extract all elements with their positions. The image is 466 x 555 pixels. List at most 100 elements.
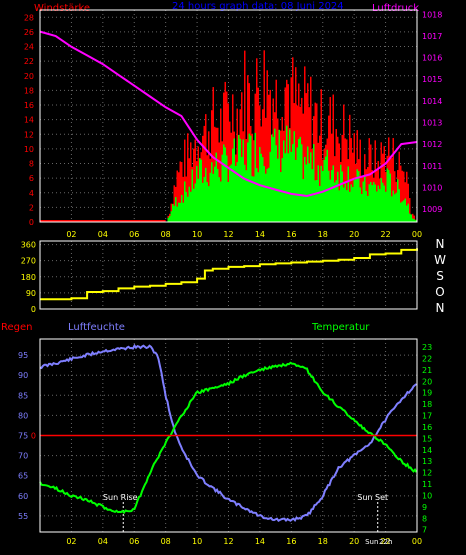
wind-avg-bar bbox=[409, 213, 411, 222]
temperature-tick-label: 9 bbox=[422, 503, 427, 512]
temperature-tick-label: 17 bbox=[422, 412, 432, 421]
wind-gust-bar bbox=[409, 198, 411, 222]
pressure-tick-label: 1009 bbox=[422, 205, 442, 214]
wind-avg-bar bbox=[374, 184, 376, 222]
wind-avg-bar bbox=[320, 165, 322, 222]
wind-gust-bar bbox=[227, 103, 229, 222]
wind-gust-bar bbox=[316, 103, 318, 222]
wind-avg-bar bbox=[310, 152, 312, 222]
wind-avg-bar bbox=[334, 182, 336, 222]
pressure-tick-label: 1015 bbox=[422, 75, 442, 84]
wind-gust-bar bbox=[367, 167, 369, 222]
wind-gust-bar bbox=[314, 102, 316, 222]
wind-avg-bar bbox=[293, 131, 295, 222]
temperature-tick-label: 12 bbox=[422, 469, 432, 478]
wind-tick-label: 28 bbox=[24, 13, 34, 22]
wind-gust-bar bbox=[184, 139, 186, 222]
wind-avg-bar bbox=[265, 173, 267, 222]
wind-avg-bar bbox=[262, 157, 264, 222]
wind-avg-bar bbox=[290, 151, 292, 222]
wind-gust-bar bbox=[391, 158, 393, 222]
wind-avg-bar bbox=[308, 163, 310, 222]
wind-gust-bar bbox=[193, 148, 195, 222]
wind-avg-bar bbox=[361, 193, 363, 222]
wind-gust-bar bbox=[302, 113, 304, 222]
humidity-tick-label: 65 bbox=[18, 472, 28, 481]
wind-avg-bar bbox=[242, 139, 244, 222]
wind-gust-bar bbox=[412, 213, 414, 222]
wind-gust-bar bbox=[320, 89, 322, 222]
pressure-tick-label: 1011 bbox=[422, 162, 442, 171]
temperature-tick-label: 7 bbox=[422, 526, 427, 535]
wind-avg-bar bbox=[287, 153, 289, 222]
wind-avg-bar bbox=[181, 194, 183, 222]
humidity-tick-label: 95 bbox=[18, 351, 28, 360]
hour-tick-label: 16 bbox=[286, 537, 296, 546]
wind-avg-bar bbox=[176, 206, 178, 222]
wind-avg-bar bbox=[206, 182, 208, 222]
direction-tick-label: 270 bbox=[21, 257, 36, 266]
wind-avg-bar bbox=[172, 204, 174, 222]
wind-avg-bar bbox=[340, 164, 342, 222]
wind-avg-bar bbox=[200, 159, 202, 222]
humidity-temperature-panel: Sun Rise Sun Set 0 55 60 65 70 75 80 85 90 95 7 8 9 10 1… bbox=[18, 338, 432, 546]
temperature-line bbox=[39, 361, 418, 515]
wind-avg-bar bbox=[401, 201, 403, 222]
wind-gust-bar bbox=[256, 58, 258, 222]
wind-avg-bar bbox=[247, 142, 249, 222]
wind-avg-bar bbox=[350, 184, 352, 222]
hour-tick-label: 00 bbox=[412, 537, 422, 546]
wind-avg-bar bbox=[395, 192, 397, 222]
wind-avg-bar bbox=[353, 179, 355, 222]
wind-gust-bar bbox=[176, 170, 178, 222]
wind-gust-bar bbox=[305, 93, 307, 222]
wind-gust-bar bbox=[353, 133, 355, 222]
wind-gust-bar bbox=[182, 176, 184, 222]
wind-gust-bar bbox=[332, 94, 334, 222]
wind-avg-bar bbox=[274, 128, 276, 222]
panel-frame bbox=[39, 338, 418, 533]
temperature-tick-label: 11 bbox=[422, 480, 432, 489]
compass-label: W bbox=[434, 253, 446, 267]
pressure-tick-label: 1018 bbox=[422, 10, 442, 19]
wind-avg-bar bbox=[397, 179, 399, 222]
temperature-tick-label: 21 bbox=[422, 366, 432, 375]
wind-avg-bar bbox=[170, 211, 172, 222]
wind-gust-bar bbox=[310, 76, 312, 222]
wind-avg-bar bbox=[364, 175, 366, 222]
wind-pressure-panel: 0246810121416182022242628100910101011101… bbox=[24, 9, 442, 239]
temperature-tick-label: 22 bbox=[422, 354, 432, 363]
wind-avg-bar bbox=[167, 217, 169, 222]
hour-tick-label: 14 bbox=[255, 230, 265, 239]
temperature-axis-title: Temperatur bbox=[311, 322, 370, 333]
temperature-tick-label: 18 bbox=[422, 400, 432, 409]
wind-tick-label: 26 bbox=[24, 28, 34, 37]
wind-avg-bar bbox=[283, 140, 285, 222]
sun-set-label: Sun Set bbox=[357, 493, 388, 502]
wind-avg-bar bbox=[272, 137, 274, 222]
wind-avg-bar bbox=[332, 165, 334, 222]
rain-axis-title: Regen bbox=[1, 322, 33, 333]
wind-gust-bar bbox=[335, 128, 337, 222]
wind-avg-bar bbox=[368, 184, 370, 222]
wind-avg-bar bbox=[385, 191, 387, 222]
wind-gust-bar bbox=[406, 171, 408, 222]
wind-avg-bar bbox=[278, 129, 280, 222]
wind-tick-label: 22 bbox=[24, 57, 34, 66]
wind-avg-bar bbox=[322, 170, 324, 222]
pressure-tick-label: 1016 bbox=[422, 54, 442, 63]
hour-tick-label: 00 bbox=[412, 230, 422, 239]
wind-avg-bar bbox=[373, 181, 375, 222]
wind-avg-bar bbox=[331, 170, 333, 222]
hour-tick-label: 08 bbox=[161, 537, 171, 546]
hour-tick-label: 12 bbox=[223, 230, 233, 239]
wind-avg-bar bbox=[316, 180, 318, 222]
wind-gust-bar bbox=[178, 172, 180, 222]
wind-avg-bar bbox=[263, 166, 265, 222]
wind-gust-bar bbox=[398, 151, 400, 222]
wind-avg-bar bbox=[313, 144, 315, 222]
wind-avg-bar bbox=[325, 156, 327, 222]
wind-gust-bar bbox=[329, 97, 331, 222]
